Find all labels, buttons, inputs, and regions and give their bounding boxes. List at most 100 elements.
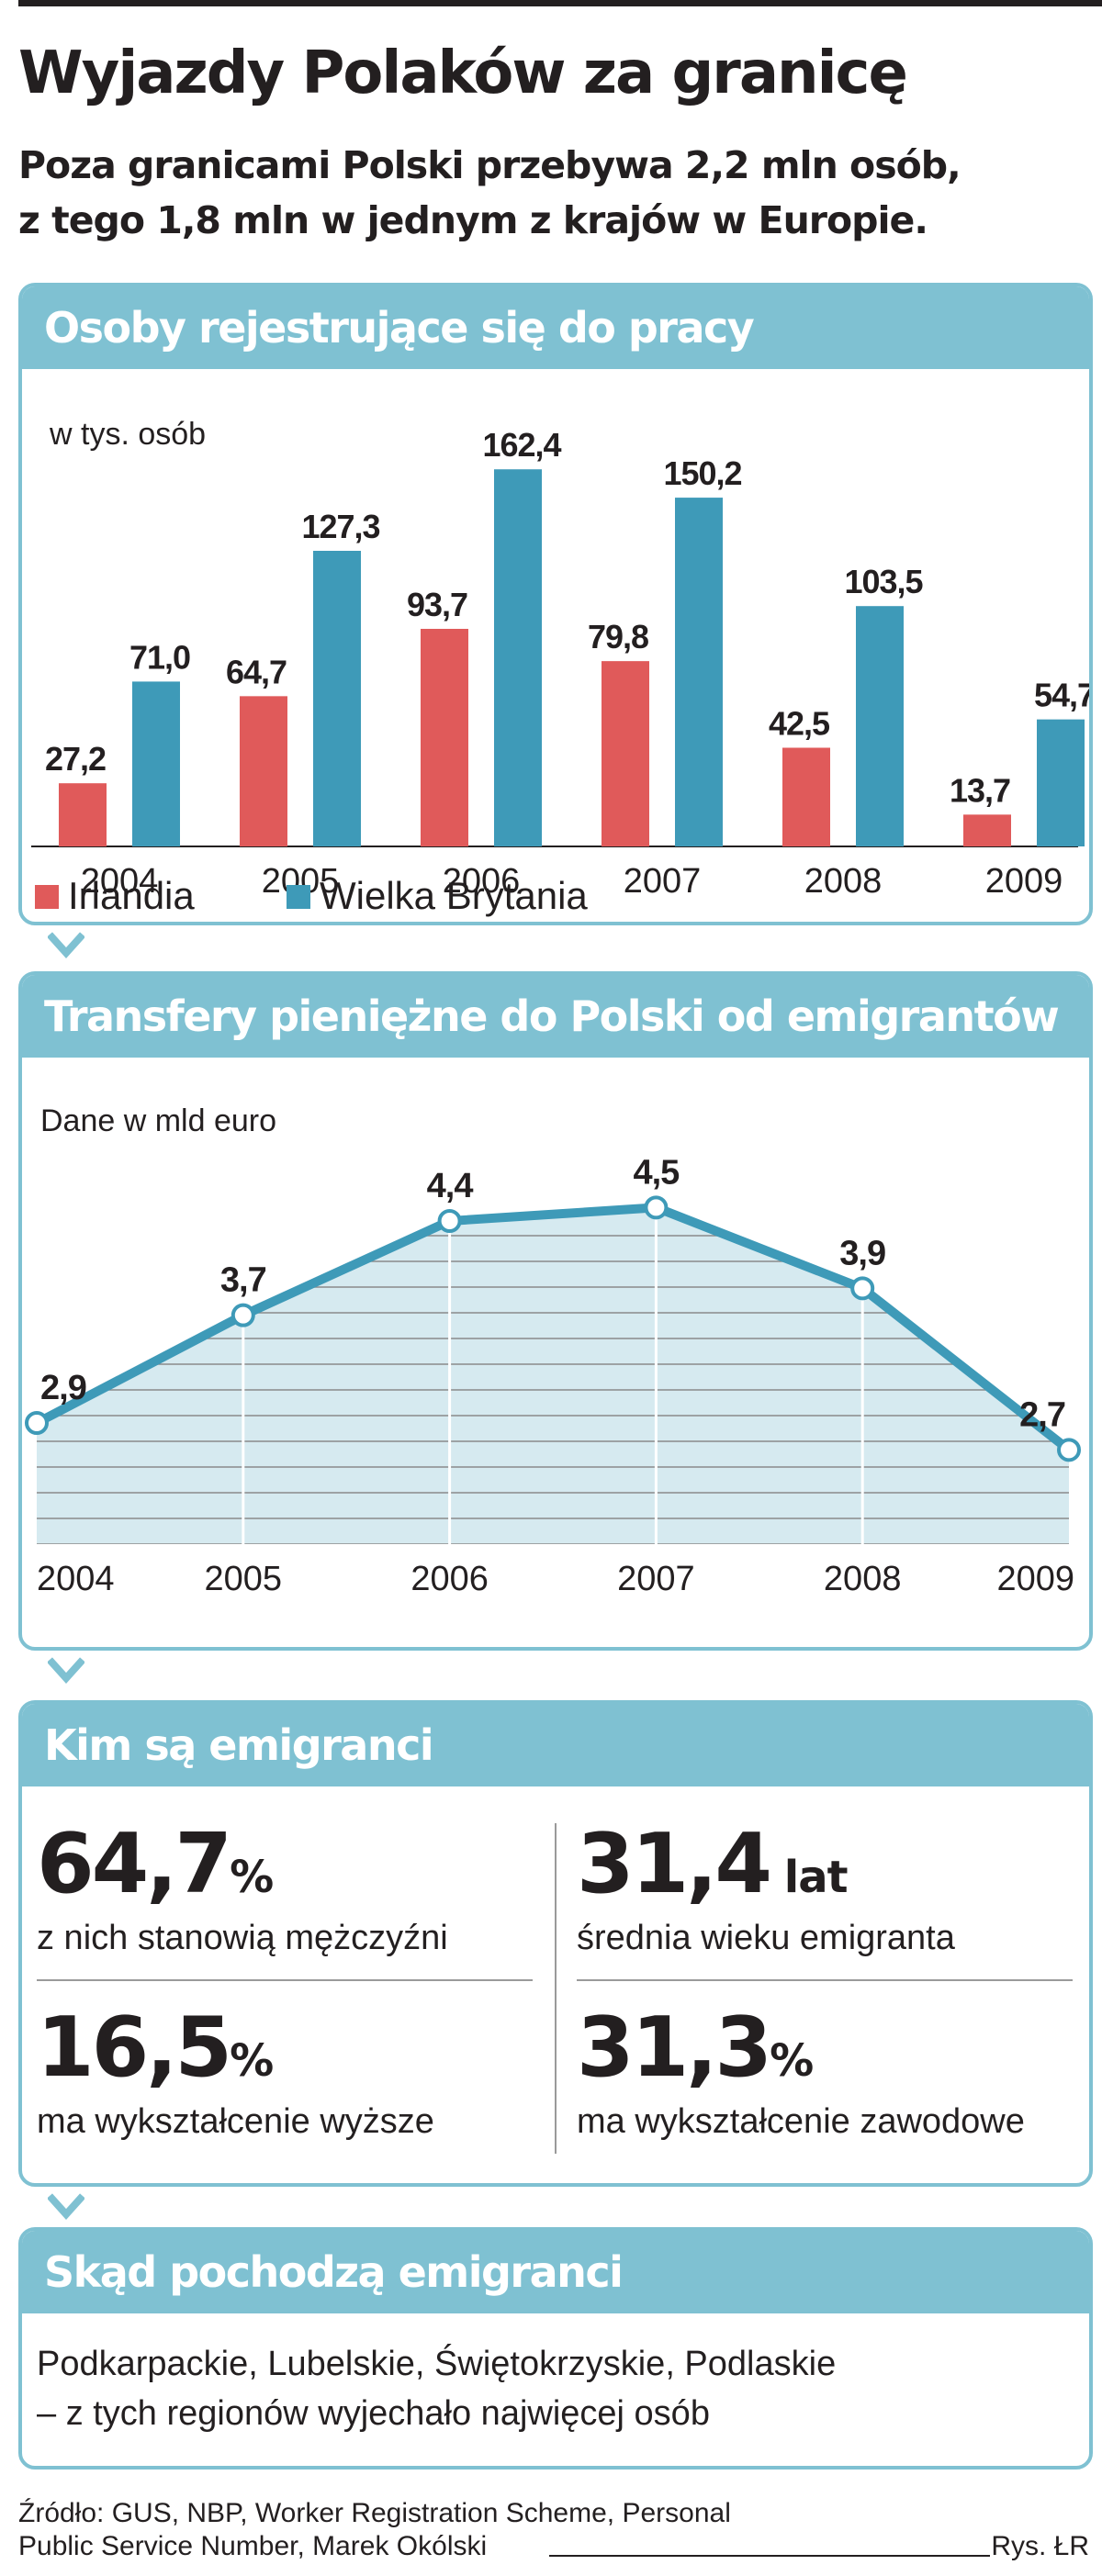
source-line-1: Źródło: GUS, NBP, Worker Registration Sc… bbox=[18, 2498, 731, 2528]
bar-uk-2004 bbox=[132, 681, 180, 846]
stats-divider-left bbox=[37, 1979, 533, 1981]
emigrants-title: Kim są emigranci bbox=[22, 1704, 1089, 1786]
bar-x-tick-2006: 2006 bbox=[443, 862, 521, 901]
footer-rule bbox=[549, 2555, 990, 2557]
bar-chart: w tys. osób 27,271,0200464,7127,3200593,… bbox=[31, 417, 1089, 917]
origin-text: Podkarpackie, Lubelskie, Świętokrzyskie,… bbox=[37, 2339, 836, 2438]
bar-label-uk-2004: 71,0 bbox=[129, 638, 190, 676]
stat-higher-education: 16,5% ma wykształcenie wyższe bbox=[37, 2007, 434, 2142]
bar-label-uk-2007: 150,2 bbox=[663, 454, 741, 492]
page-title: Wyjazdy Polaków za granicę bbox=[18, 39, 908, 107]
bar-label-irlandia-2008: 42,5 bbox=[769, 705, 830, 743]
stat-vocational-education-value: 31,3 bbox=[577, 1999, 772, 2096]
work-registration-title: Osoby rejestrujące się do pracy bbox=[22, 286, 1089, 369]
stats-divider-vertical bbox=[555, 1823, 557, 2154]
transfers-chart: Dane w mld euro 2,9 2004 3,7 2005 4,4 2006 4,5… bbox=[25, 1103, 1081, 1598]
source-line-2: Public Service Number, Marek Okólski bbox=[18, 2531, 488, 2561]
bar-chart-unit: w tys. osób bbox=[49, 417, 206, 452]
source-note: Źródło: GUS, NBP, Worker Registration Sc… bbox=[18, 2497, 731, 2563]
legend-swatch-irlandia bbox=[35, 885, 59, 909]
emigrants-panel: Kim są emigranci 64,7% z nich stanowią m… bbox=[18, 1700, 1093, 2187]
bar-irlandia-2006 bbox=[421, 628, 468, 846]
origin-line-1: Podkarpackie, Lubelskie, Świętokrzyskie,… bbox=[37, 2345, 837, 2383]
bar-x-tick-2009: 2009 bbox=[985, 862, 1063, 901]
transfers-area-fill bbox=[37, 1207, 1069, 1544]
bar-x-tick-2007: 2007 bbox=[624, 862, 702, 901]
stat-average-age-unit: lat bbox=[770, 1852, 849, 1903]
origin-line-2: – z tych regionów wyjechało najwięcej os… bbox=[37, 2394, 710, 2433]
stat-higher-education-unit: % bbox=[230, 2035, 274, 2087]
stat-men-share-desc: z nich stanowią mężczyźni bbox=[37, 1919, 448, 1957]
bar-label-irlandia-2006: 93,7 bbox=[407, 586, 467, 623]
stat-average-age-value: 31,4 bbox=[577, 1816, 772, 1912]
bar-label-uk-2008: 103,5 bbox=[844, 563, 923, 600]
bar-label-irlandia-2007: 79,8 bbox=[588, 618, 648, 655]
subtitle-line-2: z tego 1,8 mln w jednym z krajów w Europ… bbox=[18, 198, 928, 242]
transfers-label-2009: 2,7 bbox=[1019, 1395, 1065, 1434]
transfers-label-2004: 2,9 bbox=[40, 1369, 86, 1407]
page-subtitle: Poza granicami Polski przebywa 2,2 mln o… bbox=[18, 138, 1093, 248]
connector-chevron-3 bbox=[48, 2187, 84, 2223]
transfers-label-2008: 3,9 bbox=[839, 1234, 885, 1272]
transfers-line bbox=[34, 1203, 1073, 1454]
transfers-point-2005 bbox=[231, 1303, 255, 1327]
connector-chevron-2 bbox=[48, 1651, 84, 1687]
subtitle-line-1: Poza granicami Polski przebywa 2,2 mln o… bbox=[18, 143, 961, 187]
bar-irlandia-2009 bbox=[963, 814, 1011, 846]
origin-title: Skąd pochodzą emigranci bbox=[22, 2231, 1089, 2313]
transfers-label-2007: 4,5 bbox=[633, 1153, 680, 1192]
bar-label-irlandia-2004: 27,2 bbox=[45, 740, 106, 778]
transfers-x-tick-2004: 2004 bbox=[37, 1560, 115, 1598]
stat-men-share-value: 64,7 bbox=[37, 1816, 232, 1912]
transfers-x-tick-2006: 2006 bbox=[410, 1560, 489, 1598]
bar-uk-2009 bbox=[1037, 719, 1085, 846]
bar-uk-2005 bbox=[313, 551, 361, 846]
transfers-x-tick-2009: 2009 bbox=[996, 1560, 1074, 1598]
transfers-point-2006 bbox=[437, 1209, 462, 1233]
transfers-point-2007 bbox=[644, 1195, 669, 1220]
stats-divider-right bbox=[577, 1979, 1073, 1981]
top-rule bbox=[18, 0, 1102, 6]
bar-label-irlandia-2005: 64,7 bbox=[226, 653, 287, 690]
stat-men-share: 64,7% z nich stanowią mężczyźni bbox=[37, 1823, 448, 1958]
bar-x-tick-2004: 2004 bbox=[81, 862, 159, 901]
graphic-credit: Rys. ŁR bbox=[991, 2531, 1089, 2561]
bar-label-irlandia-2009: 13,7 bbox=[950, 771, 1010, 809]
stat-vocational-education: 31,3% ma wykształcenie zawodowe bbox=[577, 2007, 1025, 2142]
transfers-point-2004 bbox=[25, 1411, 49, 1435]
work-registration-panel: Osoby rejestrujące się do pracy w tys. o… bbox=[18, 283, 1093, 925]
bar-label-uk-2006: 162,4 bbox=[482, 426, 561, 464]
bar-irlandia-2005 bbox=[240, 696, 287, 846]
stat-vocational-education-desc: ma wykształcenie zawodowe bbox=[577, 2102, 1025, 2141]
origin-panel: Skąd pochodzą emigranci Podkarpackie, Lu… bbox=[18, 2227, 1093, 2470]
bar-label-uk-2005: 127,3 bbox=[301, 508, 379, 545]
legend-swatch-uk bbox=[287, 885, 310, 909]
transfers-label-2006: 4,4 bbox=[427, 1167, 474, 1205]
transfers-point-2008 bbox=[850, 1276, 875, 1301]
stat-average-age: 31,4 lat średnia wieku emigranta bbox=[577, 1823, 955, 1958]
bar-uk-2006 bbox=[494, 469, 542, 846]
bar-irlandia-2004 bbox=[59, 783, 107, 846]
stat-average-age-desc: średnia wieku emigranta bbox=[577, 1919, 955, 1957]
transfers-x-tick-2005: 2005 bbox=[205, 1560, 283, 1598]
transfers-point-2009 bbox=[1057, 1438, 1081, 1462]
transfers-title: Transfery pieniężne do Polski od emigran… bbox=[22, 975, 1089, 1058]
bar-label-uk-2009: 54,7 bbox=[1034, 677, 1089, 714]
stat-men-share-unit: % bbox=[230, 1852, 274, 1903]
bar-x-tick-2008: 2008 bbox=[804, 862, 883, 901]
transfers-x-tick-2008: 2008 bbox=[824, 1560, 902, 1598]
legend-label-irlandia: Irlandia bbox=[68, 874, 195, 917]
bar-uk-2008 bbox=[856, 606, 904, 846]
bar-uk-2007 bbox=[675, 498, 723, 846]
legend-label-uk: Wielka Brytania bbox=[320, 874, 588, 917]
bar-irlandia-2008 bbox=[782, 747, 830, 846]
bar-irlandia-2007 bbox=[602, 661, 649, 846]
transfers-chart-unit: Dane w mld euro bbox=[40, 1103, 276, 1138]
stat-higher-education-value: 16,5 bbox=[37, 1999, 232, 2096]
transfers-panel: Transfery pieniężne do Polski od emigran… bbox=[18, 971, 1093, 1651]
transfers-label-2005: 3,7 bbox=[220, 1261, 266, 1300]
stat-higher-education-desc: ma wykształcenie wyższe bbox=[37, 2102, 434, 2141]
transfers-x-tick-2007: 2007 bbox=[617, 1560, 695, 1598]
connector-chevron-1 bbox=[48, 925, 84, 962]
stat-vocational-education-unit: % bbox=[770, 2035, 814, 2087]
